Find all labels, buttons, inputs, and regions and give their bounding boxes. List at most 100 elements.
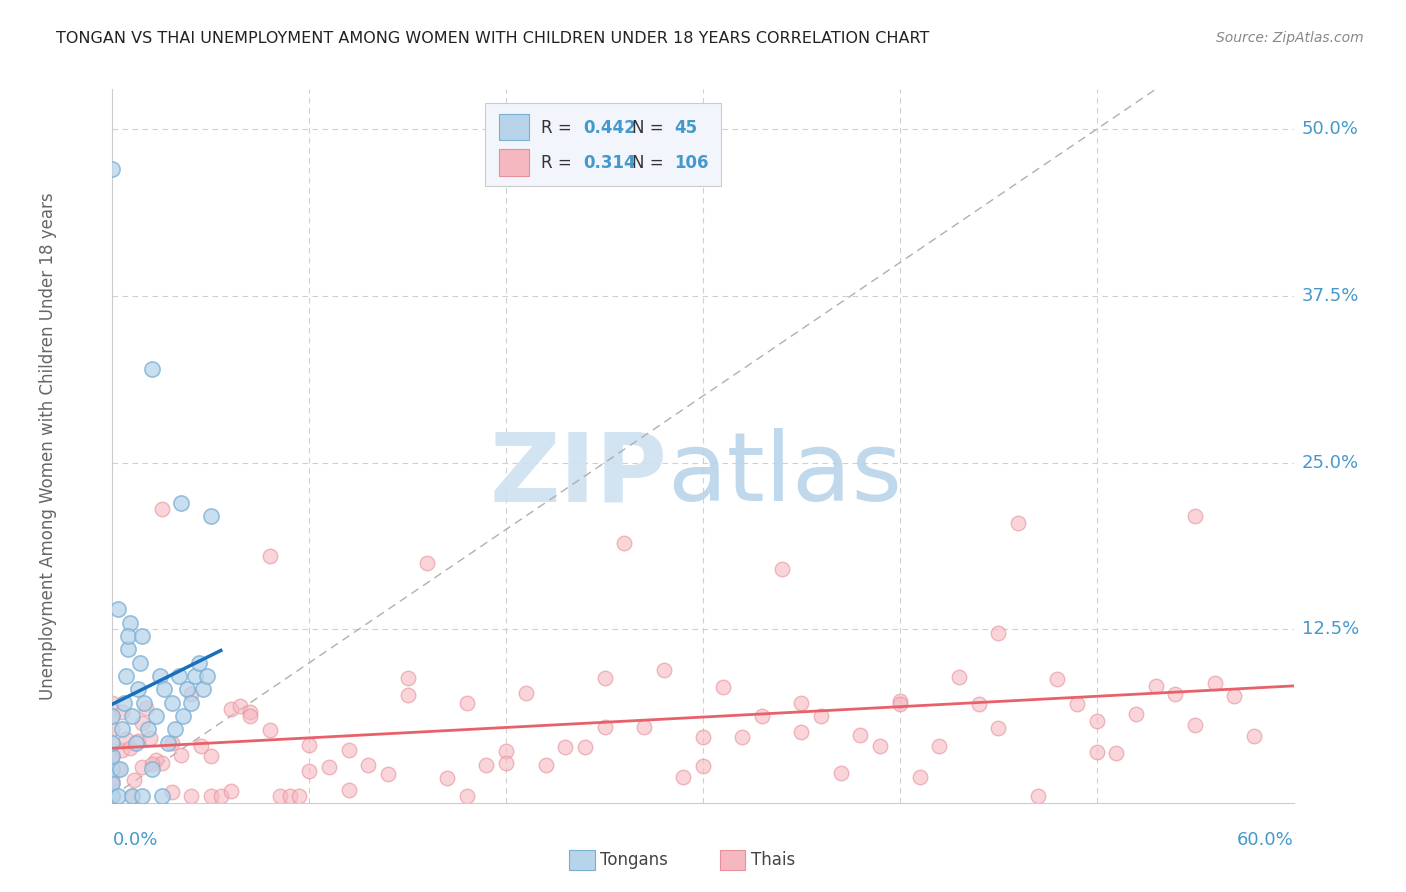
Text: R =: R = [541, 154, 576, 172]
Point [131, 716, 153, 731]
Point [456, 789, 478, 804]
Point [115, 669, 138, 683]
Point [160, 736, 183, 750]
Point [125, 736, 148, 750]
Point [101, 789, 124, 804]
Point [357, 758, 380, 772]
Point [1026, 789, 1049, 804]
Point [1204, 675, 1226, 690]
Point [101, 749, 124, 764]
Point [967, 697, 990, 711]
Point [209, 789, 232, 803]
Point [101, 772, 124, 786]
Point [1243, 729, 1265, 743]
Point [149, 669, 172, 683]
Point [101, 723, 124, 737]
Point [495, 743, 517, 757]
Point [869, 739, 891, 753]
Point [1184, 717, 1206, 731]
Point [101, 749, 124, 764]
Point [101, 776, 124, 790]
Point [150, 756, 173, 770]
Point [101, 696, 124, 710]
Text: 25.0%: 25.0% [1302, 454, 1360, 472]
Point [495, 756, 517, 770]
Point [318, 760, 340, 774]
Point [1223, 690, 1246, 704]
Point [593, 720, 616, 734]
Text: 50.0%: 50.0% [1302, 120, 1358, 138]
Point [436, 771, 458, 785]
Point [127, 734, 149, 748]
Point [112, 696, 135, 710]
Point [337, 783, 360, 797]
Text: R =: R = [541, 120, 576, 137]
Point [692, 758, 714, 772]
Point [156, 736, 179, 750]
Point [259, 549, 281, 563]
Point [889, 693, 911, 707]
Text: 106: 106 [675, 154, 709, 172]
Text: 37.5%: 37.5% [1302, 287, 1360, 305]
Point [160, 696, 183, 710]
Point [101, 736, 124, 750]
Point [136, 723, 159, 737]
Text: TONGAN VS THAI UNEMPLOYMENT AMONG WOMEN WITH CHILDREN UNDER 18 YEARS CORRELATION: TONGAN VS THAI UNEMPLOYMENT AMONG WOMEN … [56, 31, 929, 46]
Point [170, 747, 193, 762]
Text: 0.314: 0.314 [583, 154, 636, 172]
Point [259, 723, 281, 737]
Point [219, 702, 242, 716]
Point [172, 709, 194, 723]
Text: Tongans: Tongans [600, 851, 668, 869]
Point [111, 705, 134, 719]
Point [416, 556, 439, 570]
Text: N =: N = [633, 120, 669, 137]
Point [127, 682, 149, 697]
Point [239, 706, 262, 720]
Point [184, 669, 207, 683]
Text: ZIP: ZIP [489, 428, 668, 521]
Point [1007, 516, 1029, 530]
Point [1066, 697, 1088, 711]
Point [239, 709, 262, 723]
Point [195, 669, 218, 683]
Point [1125, 706, 1147, 721]
Point [101, 709, 124, 723]
Point [191, 682, 214, 697]
Point [111, 743, 134, 757]
Point [131, 789, 153, 804]
Point [377, 767, 399, 781]
Point [101, 763, 124, 777]
Point [101, 162, 124, 177]
Point [633, 720, 655, 734]
Point [121, 789, 143, 804]
Point [908, 770, 931, 784]
Point [269, 789, 291, 804]
Point [475, 757, 498, 772]
Point [731, 730, 754, 744]
Point [139, 731, 162, 745]
Point [987, 721, 1010, 735]
Point [889, 697, 911, 711]
Point [692, 730, 714, 744]
Text: N =: N = [633, 154, 669, 172]
Point [101, 776, 124, 790]
Point [145, 709, 167, 723]
Point [107, 789, 129, 804]
Point [200, 789, 222, 804]
Point [101, 789, 124, 804]
Point [790, 696, 813, 710]
Point [141, 757, 163, 772]
Point [1085, 745, 1108, 759]
Point [298, 764, 321, 778]
Text: 12.5%: 12.5% [1302, 621, 1360, 639]
Point [810, 709, 832, 723]
Text: 0.0%: 0.0% [112, 831, 157, 849]
Point [288, 789, 311, 804]
Point [120, 615, 142, 630]
Point [107, 762, 129, 776]
Point [180, 687, 202, 701]
Point [180, 789, 202, 804]
Point [120, 741, 142, 756]
Point [135, 700, 157, 714]
